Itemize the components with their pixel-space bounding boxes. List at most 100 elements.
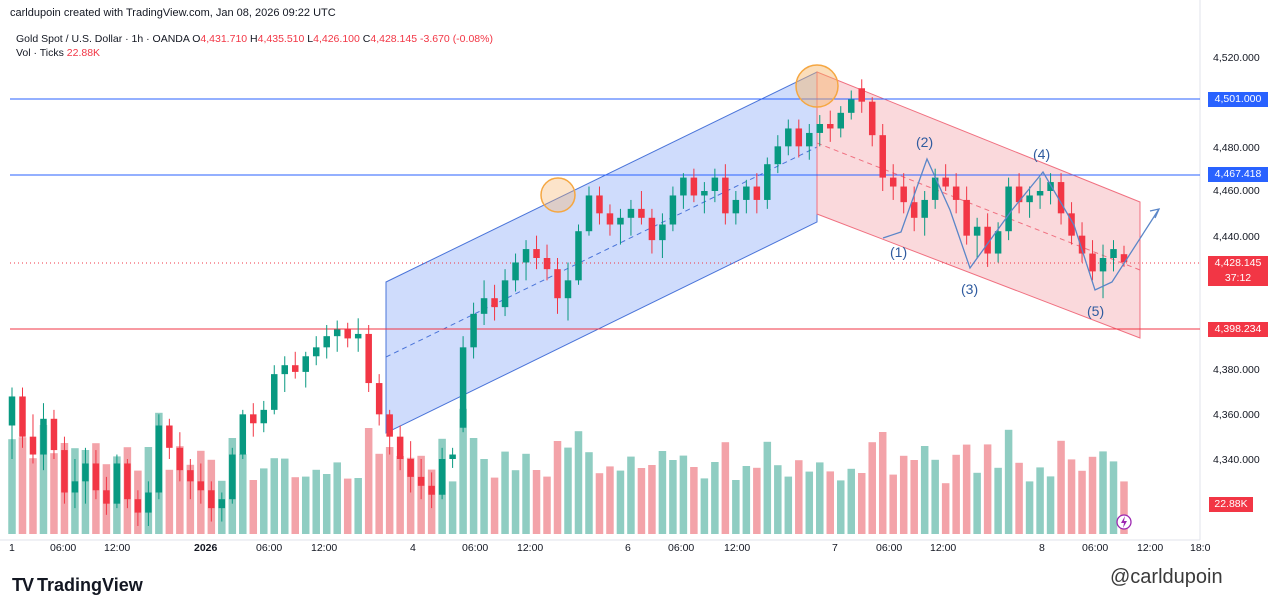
candle-body[interactable] bbox=[281, 365, 289, 375]
candle-body[interactable] bbox=[617, 217, 624, 225]
candle-body[interactable] bbox=[648, 217, 656, 241]
candle-body[interactable] bbox=[827, 124, 834, 129]
time-axis[interactable]: 1 06:00 12:00 2026 06:00 12:00 4 06:00 1… bbox=[9, 542, 1211, 554]
candle-body[interactable] bbox=[166, 425, 173, 448]
candle-body[interactable] bbox=[396, 436, 404, 459]
candle-body[interactable] bbox=[323, 336, 330, 348]
candle-body[interactable] bbox=[837, 112, 845, 129]
candle-body[interactable] bbox=[596, 195, 603, 214]
candle-body[interactable] bbox=[680, 177, 687, 196]
candle-body[interactable] bbox=[554, 269, 561, 299]
candle-body[interactable] bbox=[417, 476, 425, 486]
candle-body[interactable] bbox=[82, 463, 89, 482]
candle-body[interactable] bbox=[40, 418, 47, 455]
candle-body[interactable] bbox=[669, 195, 677, 225]
candle-body[interactable] bbox=[806, 132, 813, 147]
candle-body[interactable] bbox=[785, 128, 792, 147]
candle-body[interactable] bbox=[1047, 182, 1054, 191]
candle-body[interactable] bbox=[753, 186, 761, 200]
tradingview-logo[interactable]: TV TradingView bbox=[12, 575, 143, 596]
candle-body[interactable] bbox=[208, 490, 215, 509]
highlight-circle-2[interactable] bbox=[795, 64, 839, 108]
candle-body[interactable] bbox=[271, 374, 278, 410]
candle-body[interactable] bbox=[1005, 186, 1012, 232]
candle-body[interactable] bbox=[575, 231, 582, 281]
candle-body[interactable] bbox=[564, 280, 572, 299]
candle-body[interactable] bbox=[879, 135, 886, 178]
candle-body[interactable] bbox=[638, 208, 645, 218]
candle-body[interactable] bbox=[61, 450, 68, 493]
candle-body[interactable] bbox=[365, 333, 372, 384]
candle-body[interactable] bbox=[1099, 258, 1107, 272]
candle-body[interactable] bbox=[428, 485, 435, 495]
ascending-channel[interactable] bbox=[385, 71, 818, 434]
candle-body[interactable] bbox=[921, 199, 928, 218]
candle-body[interactable] bbox=[239, 414, 247, 455]
candle-body[interactable] bbox=[910, 202, 918, 218]
candle-body[interactable] bbox=[8, 396, 16, 426]
candle-body[interactable] bbox=[312, 347, 320, 357]
price-axis[interactable]: 4,520.000 4,480.000 4,460.000 4,440.000 … bbox=[1213, 52, 1260, 466]
candle-body[interactable] bbox=[1015, 186, 1023, 203]
candle-body[interactable] bbox=[187, 470, 194, 482]
volume-label[interactable]: Vol · Ticks bbox=[16, 47, 64, 59]
candle-body[interactable] bbox=[931, 177, 939, 200]
candle-body[interactable] bbox=[994, 231, 1002, 254]
candle-body[interactable] bbox=[1089, 253, 1096, 272]
candle-body[interactable] bbox=[344, 329, 351, 339]
candle-body[interactable] bbox=[816, 124, 824, 133]
symbol-label[interactable]: Gold Spot / U.S. Dollar · 1h · OANDA bbox=[16, 33, 190, 45]
candle-body[interactable] bbox=[302, 356, 309, 372]
candle-body[interactable] bbox=[229, 454, 236, 500]
candle-body[interactable] bbox=[585, 195, 593, 232]
candle-body[interactable] bbox=[973, 226, 981, 236]
candle-body[interactable] bbox=[711, 177, 719, 191]
candle-body[interactable] bbox=[722, 177, 729, 214]
descending-channel[interactable] bbox=[816, 71, 1141, 339]
elliott-wave-path[interactable] bbox=[882, 157, 1160, 291]
candle-body[interactable] bbox=[701, 191, 708, 196]
candle-body[interactable] bbox=[354, 333, 362, 339]
candle-body[interactable] bbox=[501, 280, 509, 308]
candle-body[interactable] bbox=[470, 313, 477, 348]
candle-body[interactable] bbox=[743, 186, 750, 200]
candle-body[interactable] bbox=[889, 177, 897, 187]
candle-body[interactable] bbox=[145, 492, 152, 513]
candle-body[interactable] bbox=[868, 101, 876, 136]
candle-body[interactable] bbox=[512, 262, 519, 281]
candle-body[interactable] bbox=[260, 409, 268, 424]
candle-body[interactable] bbox=[375, 383, 383, 415]
candle-body[interactable] bbox=[92, 463, 100, 491]
candle-body[interactable] bbox=[847, 99, 855, 113]
candle-body[interactable] bbox=[407, 459, 414, 477]
candle-body[interactable] bbox=[533, 249, 540, 258]
candle-body[interactable] bbox=[19, 396, 26, 437]
candle-body[interactable] bbox=[1057, 182, 1065, 214]
candle-body[interactable] bbox=[134, 499, 142, 513]
candle-body[interactable] bbox=[71, 481, 79, 493]
candle-body[interactable] bbox=[1110, 249, 1117, 258]
candle-body[interactable] bbox=[659, 224, 666, 241]
candle-body[interactable] bbox=[155, 425, 163, 493]
candle-body[interactable] bbox=[963, 199, 970, 236]
candle-body[interactable] bbox=[764, 164, 771, 200]
candle-body[interactable] bbox=[29, 436, 37, 455]
candle-body[interactable] bbox=[1068, 213, 1075, 236]
candle-body[interactable] bbox=[984, 226, 991, 254]
candle-body[interactable] bbox=[197, 481, 205, 491]
candle-body[interactable] bbox=[690, 177, 698, 196]
candle-body[interactable] bbox=[627, 208, 635, 218]
candle-body[interactable] bbox=[438, 459, 446, 495]
flash-icon[interactable] bbox=[1116, 514, 1132, 530]
candle-body[interactable] bbox=[543, 258, 551, 270]
candle-body[interactable] bbox=[113, 463, 121, 504]
highlight-circle-1[interactable] bbox=[540, 177, 576, 213]
candle-body[interactable] bbox=[1120, 254, 1128, 263]
candle-body[interactable] bbox=[900, 186, 907, 203]
candle-body[interactable] bbox=[124, 463, 131, 500]
candle-body[interactable] bbox=[449, 454, 456, 459]
candle-body[interactable] bbox=[386, 414, 393, 437]
candle-body[interactable] bbox=[480, 298, 488, 314]
candle-body[interactable] bbox=[732, 199, 740, 214]
